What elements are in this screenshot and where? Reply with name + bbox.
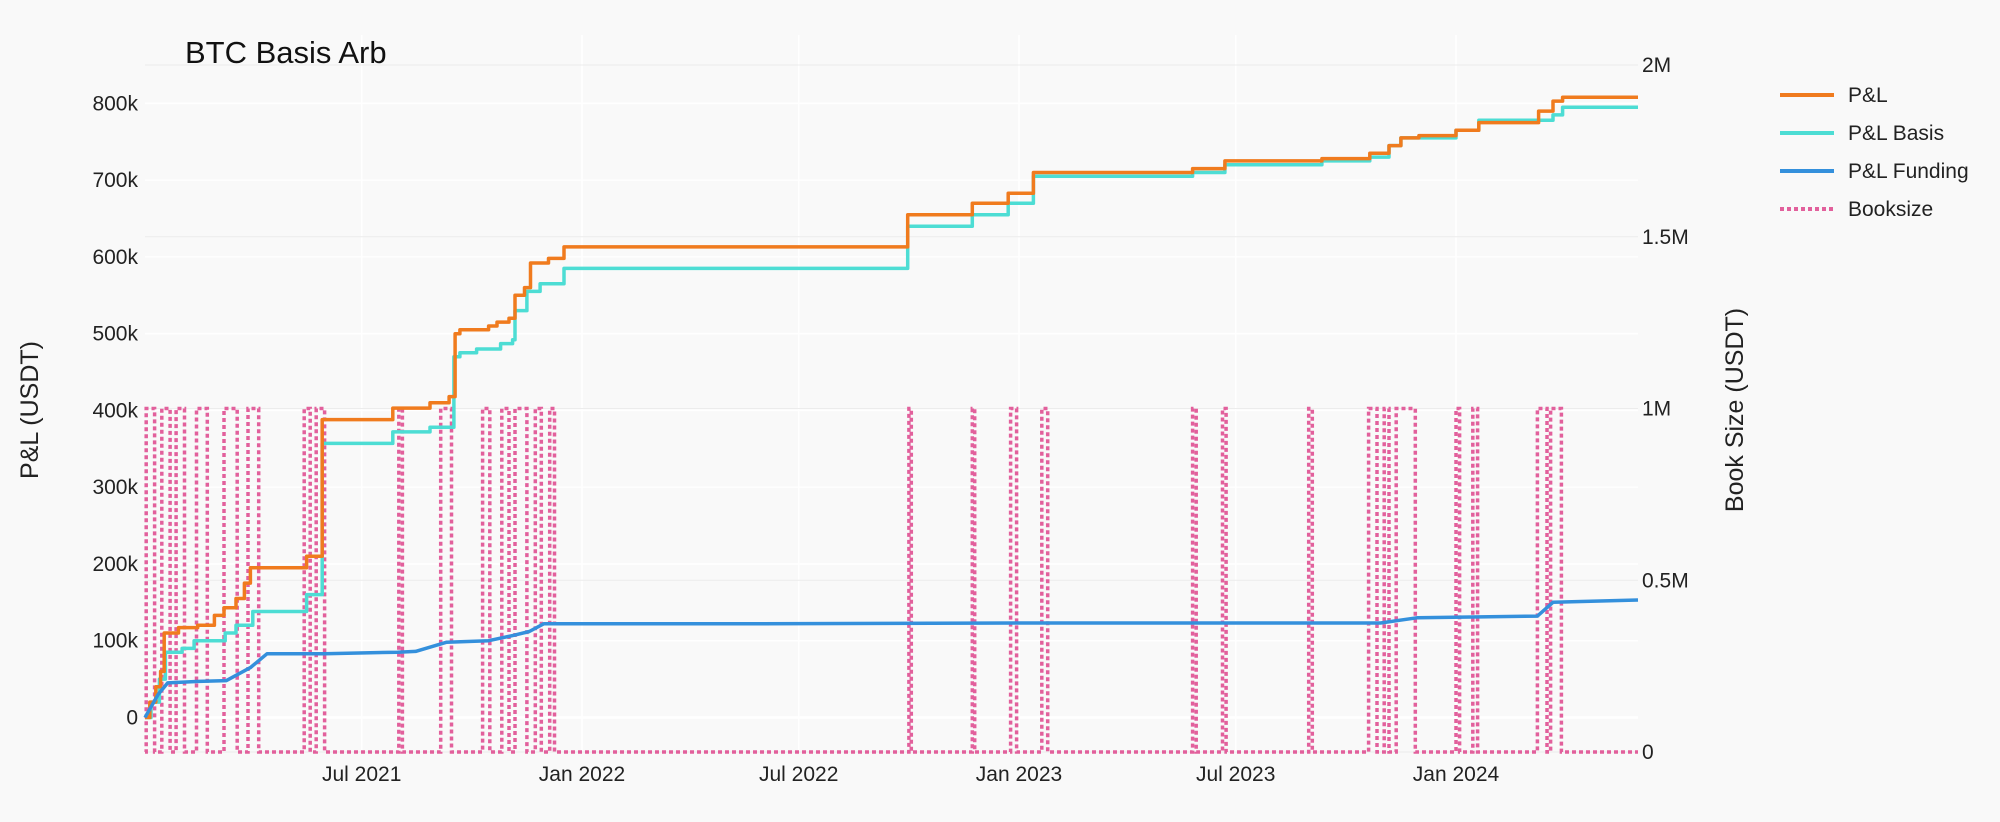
series-line-p-l	[145, 95, 1638, 720]
series-layer	[143, 95, 1639, 754]
series-line-booksize	[144, 406, 1638, 754]
x-tick-label: Jan 2022	[539, 763, 625, 786]
x-tick-label: Jul 2021	[322, 763, 401, 786]
y2-tick-label: 1M	[1642, 398, 1671, 421]
grid	[145, 35, 1638, 753]
y-tick-label: 100k	[92, 630, 138, 653]
y-tick-label: 800k	[92, 92, 138, 115]
x-tick-label: Jul 2022	[759, 763, 838, 786]
y-tick-label: 600k	[92, 246, 138, 269]
y2-tick-label: 2M	[1642, 54, 1671, 77]
chart-title: BTC Basis Arb	[185, 35, 387, 70]
y-tick-label: 300k	[92, 476, 138, 499]
legend-label: P&L Basis	[1848, 122, 1944, 145]
legend: P&L P&L Basis P&L Funding Booksize	[1780, 84, 1969, 221]
x-tick-label: Jan 2024	[1413, 763, 1500, 786]
series-line-p-l-funding	[143, 598, 1639, 719]
y2-tick-label: 0.5M	[1642, 569, 1689, 592]
y-tick-label: 200k	[92, 553, 138, 576]
y-tick-label: 700k	[92, 169, 138, 192]
y-tick-label: 500k	[92, 323, 138, 346]
x-tick-label: Jul 2023	[1196, 763, 1275, 786]
legend-label: Booksize	[1848, 198, 1933, 221]
legend-label: P&L	[1848, 84, 1888, 107]
axes: BTC Basis Arb P&L (USDT) Book Size (USDT…	[16, 35, 1749, 786]
legend-label: P&L Funding	[1848, 160, 1969, 183]
y-axis-title: P&L (USDT)	[16, 341, 44, 479]
x-tick-label: Jan 2023	[976, 763, 1062, 786]
y2-axis-title: Book Size (USDT)	[1721, 308, 1749, 512]
y2-tick-label: 0	[1642, 741, 1654, 764]
series-line-p-l-basis	[145, 105, 1638, 720]
y-tick-label: 0	[126, 706, 138, 729]
y-tick-label: 400k	[92, 399, 138, 422]
y2-tick-label: 1.5M	[1642, 226, 1689, 249]
